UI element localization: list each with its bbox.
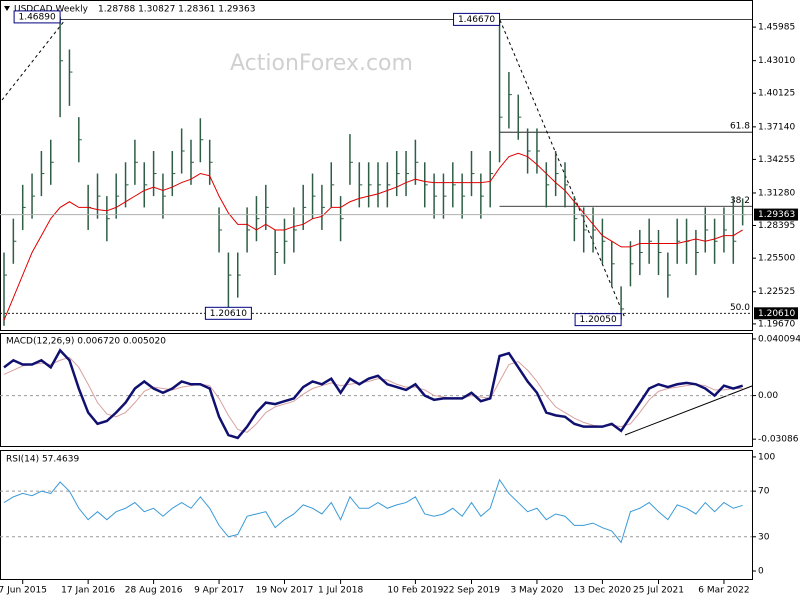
- y-tick-label: 1.22525: [758, 287, 795, 297]
- annotation-label: 1.20610: [210, 309, 247, 319]
- indicator-line: [3, 356, 743, 433]
- x-tick-label: 17 Jan 2016: [61, 586, 115, 596]
- watermark: ActionForex.com: [230, 51, 413, 76]
- annotation-box: [13, 10, 61, 24]
- moving-average: [3, 152, 743, 321]
- trend-line: [499, 19, 626, 319]
- price-tag: [754, 208, 798, 221]
- x-tick-label: 10 Feb 2019: [387, 586, 443, 596]
- x-tick-label: 3 May 2020: [510, 586, 563, 596]
- price-tag: [754, 307, 798, 320]
- trend-line: [1, 19, 66, 101]
- chart-subtitle: 1.28788 1.30827 1.28361 1.29363: [98, 5, 255, 15]
- level-label: 50.0: [730, 303, 750, 313]
- x-tick-label: 22 Sep 2019: [443, 586, 500, 596]
- y-tick-label: 1.34255: [758, 155, 795, 165]
- macd-title: MACD(12,26,9) 0.006720 0.005020: [6, 337, 166, 347]
- y-tick-label: 1.19670: [758, 319, 795, 329]
- macd-frame: [0, 333, 753, 447]
- y-tick-label: -0.03086: [758, 435, 799, 445]
- indicator-line: [3, 348, 744, 440]
- y-tick-label: 1.28395: [758, 221, 795, 231]
- x-tick-label: 7 Jun 2015: [0, 586, 47, 596]
- rsi-frame: [0, 450, 753, 580]
- x-tick-label: 28 Aug 2016: [125, 586, 183, 596]
- x-tick-label: 6 Mar 2022: [698, 586, 749, 596]
- rsi-title: RSI(14) 57.4639: [6, 455, 79, 465]
- y-tick-label: 1.37140: [758, 122, 795, 132]
- y-tick-label: 1.31280: [758, 188, 795, 198]
- x-tick-label: 25 Jul 2021: [633, 586, 684, 596]
- x-tick-label: 13 Dec 2020: [574, 586, 632, 596]
- y-tick-label: 1.25500: [758, 254, 795, 264]
- chart-title: USDCAD,Weekly: [14, 5, 89, 15]
- x-tick-label: 9 Apr 2017: [194, 586, 244, 596]
- y-tick-label: 1.43010: [758, 56, 795, 66]
- x-tick-label: 1 Jul 2018: [318, 586, 363, 596]
- annotation-label: 1.46670: [458, 15, 495, 25]
- y-tick-label: 0: [758, 567, 764, 577]
- x-tick-label: 19 Nov 2017: [256, 586, 314, 596]
- y-tick-label: 0.040094: [758, 334, 800, 344]
- price-frame: [0, 0, 753, 331]
- annotation-box: [574, 313, 622, 327]
- annotation-box: [204, 306, 252, 320]
- y-tick-label: 1.45985: [758, 23, 795, 33]
- menu-arrow: [4, 6, 10, 11]
- y-tick-label: 70: [758, 487, 770, 497]
- y-tick-label: 0.00: [758, 391, 778, 401]
- price-tag-label: 1.29363: [758, 210, 795, 220]
- y-tick-label: 30: [758, 532, 770, 542]
- annotation-label: 1.46890: [18, 12, 55, 22]
- trend-line: [624, 385, 753, 436]
- annotation-label: 1.20050: [579, 315, 616, 325]
- annotation-box: [453, 12, 501, 26]
- price-tag-label: 1.20610: [758, 309, 795, 319]
- level-label: 38.2: [730, 196, 750, 206]
- level-label: 61.8: [730, 122, 750, 132]
- y-tick-label: 100: [758, 452, 775, 462]
- indicator-line: [3, 478, 743, 544]
- y-tick-label: 1.40125: [758, 89, 795, 99]
